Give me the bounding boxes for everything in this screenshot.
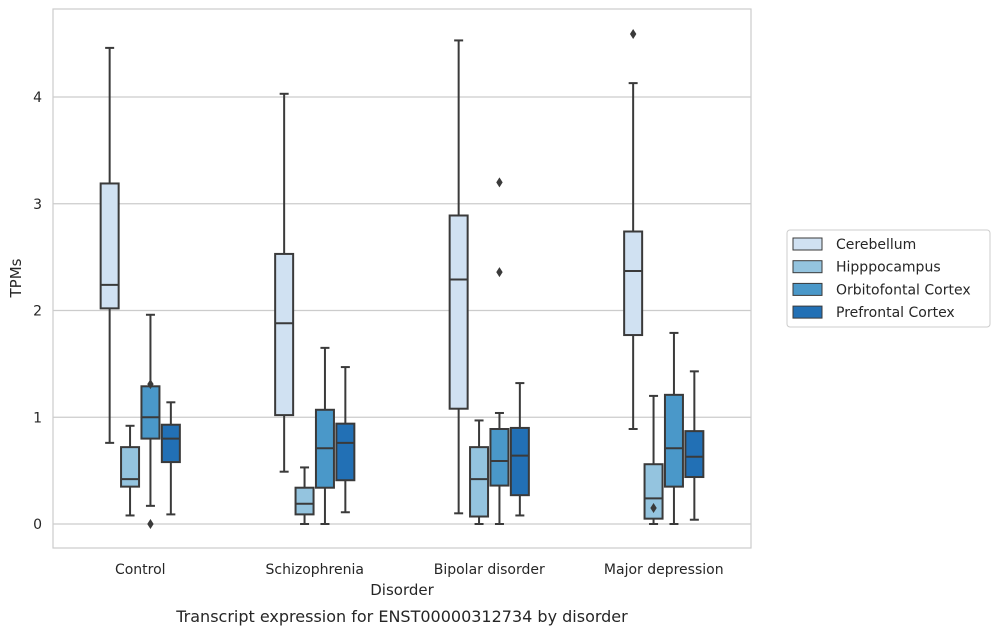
box-iqr bbox=[99, 182, 120, 310]
box-orbitofontal-cortex-0 bbox=[140, 313, 161, 529]
box-iqr bbox=[623, 230, 644, 337]
legend-label: Hipppocampus bbox=[836, 260, 941, 276]
outlier-point bbox=[496, 267, 503, 278]
y-tick-label: 0 bbox=[33, 517, 42, 533]
legend-frame bbox=[786, 229, 991, 328]
box-hipppocampus-0 bbox=[120, 424, 141, 517]
box-cerebellum-1 bbox=[274, 92, 295, 473]
gridlines bbox=[53, 96, 751, 525]
chart-caption: Transcript expression for ENST0000031273… bbox=[175, 607, 628, 626]
box-prefrontal-cortex-2 bbox=[509, 382, 530, 517]
outlier-point bbox=[147, 379, 154, 390]
legend-label: Cerebellum bbox=[836, 237, 916, 253]
box-cerebellum-0 bbox=[99, 46, 120, 444]
box-prefrontal-cortex-1 bbox=[335, 366, 356, 514]
legend-label: Orbitofontal Cortex bbox=[836, 282, 971, 298]
box-cerebellum-2 bbox=[448, 39, 469, 515]
outlier-point bbox=[147, 519, 154, 529]
outlier-point bbox=[650, 502, 657, 513]
legend-swatch bbox=[792, 260, 823, 274]
box-prefrontal-cortex-0 bbox=[160, 401, 181, 516]
box-iqr bbox=[663, 393, 684, 488]
box-iqr bbox=[509, 426, 530, 497]
box-iqr bbox=[448, 214, 469, 410]
box-iqr bbox=[643, 463, 664, 520]
box-iqr bbox=[294, 486, 315, 516]
box-iqr bbox=[489, 427, 510, 487]
y-tick-label: 4 bbox=[33, 90, 42, 106]
outlier-point bbox=[629, 29, 637, 40]
legend-swatch bbox=[792, 282, 823, 296]
legend-swatch bbox=[792, 305, 823, 319]
y-tick-labels: 0 1 2 3 4 bbox=[33, 90, 42, 533]
boxes bbox=[99, 29, 705, 529]
legend: Cerebellum Hipppocampus Orbitofontal Corte… bbox=[786, 229, 991, 328]
plot-frame bbox=[52, 8, 752, 549]
y-tick-label: 3 bbox=[33, 197, 42, 213]
box-iqr bbox=[120, 446, 141, 488]
legend-swatch bbox=[792, 237, 823, 251]
x-tick-label: Bipolar disorder bbox=[434, 562, 545, 578]
x-tick-label: Major depression bbox=[604, 562, 724, 578]
x-tick-labels: Control Schizophrenia Bipolar disorder Majo… bbox=[115, 562, 724, 578]
box-iqr bbox=[140, 385, 161, 440]
box-iqr bbox=[160, 423, 181, 464]
box-iqr bbox=[335, 422, 356, 482]
box-iqr bbox=[274, 252, 295, 417]
box-orbitofontal-cortex-1 bbox=[314, 346, 335, 525]
box-cerebellum-3 bbox=[623, 29, 644, 430]
x-tick-label: Control bbox=[115, 562, 166, 578]
box-orbitofontal-cortex-2 bbox=[489, 177, 510, 525]
y-tick-label: 1 bbox=[33, 410, 42, 426]
box-hipppocampus-3 bbox=[643, 394, 664, 525]
y-tick-label: 2 bbox=[33, 304, 42, 320]
outlier-point bbox=[496, 177, 503, 188]
legend-label: Prefrontal Cortex bbox=[836, 305, 955, 321]
box-iqr bbox=[684, 430, 705, 479]
box-hipppocampus-2 bbox=[469, 419, 490, 525]
box-hipppocampus-1 bbox=[294, 466, 315, 525]
x-axis-label: Disorder bbox=[370, 581, 434, 599]
x-tick-label: Schizophrenia bbox=[266, 562, 364, 578]
box-orbitofontal-cortex-3 bbox=[663, 331, 684, 525]
box-iqr bbox=[469, 446, 490, 518]
box-prefrontal-cortex-3 bbox=[684, 370, 705, 521]
y-axis-label: TPMs bbox=[7, 258, 25, 298]
